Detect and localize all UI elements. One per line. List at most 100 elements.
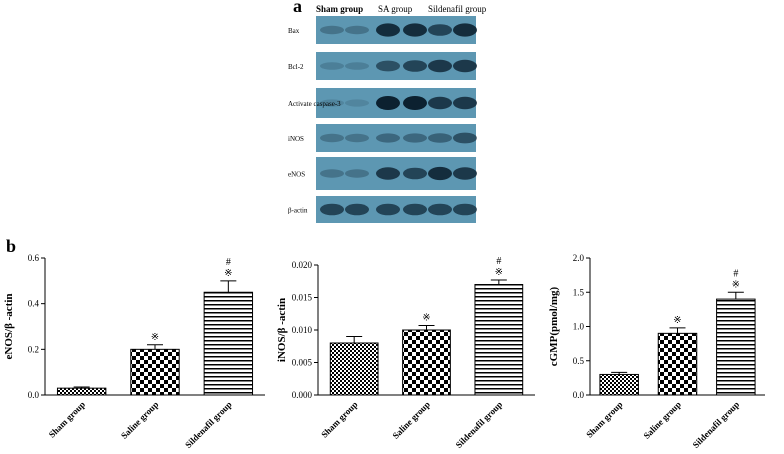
y-tick-label: 0.6 — [28, 253, 40, 263]
bar — [329, 342, 379, 396]
x-tick-label: Sildenafil group — [183, 399, 234, 450]
bar — [203, 291, 254, 396]
band — [453, 203, 477, 216]
band — [345, 62, 369, 70]
band — [453, 132, 477, 144]
band — [320, 133, 344, 143]
band — [403, 23, 427, 37]
row-label: β-actin — [288, 207, 308, 215]
row-label: Bax — [288, 27, 300, 35]
band — [403, 133, 427, 143]
band — [403, 96, 427, 110]
bar — [130, 348, 180, 396]
significance-mark: ※ — [151, 332, 159, 343]
significance-mark: # — [496, 256, 501, 267]
lane-group: Sildenafil group — [428, 4, 487, 14]
panel-label: a — [293, 0, 302, 16]
bar — [716, 298, 756, 396]
band — [376, 133, 400, 143]
band — [453, 59, 477, 73]
y-axis-label: eNOS/β -actin — [3, 294, 15, 360]
bar — [56, 387, 107, 396]
x-tick-label: Saline group — [119, 399, 160, 440]
lane-group: Sham group — [316, 4, 363, 14]
y-tick-label: 0.005 — [292, 358, 313, 368]
y-tick-label: 0.000 — [292, 390, 313, 400]
y-tick-label: 1.0 — [573, 322, 585, 332]
band — [428, 203, 452, 216]
band — [403, 60, 427, 72]
band — [403, 167, 427, 180]
error-bar — [418, 324, 435, 330]
significance-mark: ※ — [673, 315, 681, 326]
y-tick-label: 0.010 — [292, 325, 313, 335]
significance-mark: ※ — [495, 267, 503, 278]
significance-mark: # — [226, 257, 231, 268]
error-bar — [669, 327, 686, 334]
band — [376, 60, 400, 72]
x-tick-label: Sham group — [47, 399, 87, 439]
x-tick-label: Sham group — [584, 399, 624, 439]
y-tick-label: 0.015 — [292, 293, 313, 303]
bar — [402, 329, 451, 396]
y-tick-label: 2.0 — [573, 253, 585, 263]
band — [376, 23, 400, 37]
band — [376, 96, 400, 110]
error-bar — [346, 336, 363, 343]
y-tick-label: 0.0 — [573, 390, 585, 400]
band — [345, 25, 369, 35]
error-bar — [147, 344, 163, 350]
band — [428, 59, 452, 73]
band — [345, 203, 369, 216]
x-tick-label: Sildenafil group — [454, 399, 505, 450]
x-tick-label: Sildenafil group — [691, 399, 742, 450]
band — [376, 167, 400, 180]
error-bar — [73, 386, 90, 389]
bar — [657, 332, 698, 396]
error-bar — [220, 280, 237, 293]
y-tick-label: 0.020 — [292, 260, 313, 270]
band — [320, 25, 344, 35]
significance-mark: ※ — [422, 312, 430, 323]
band — [403, 203, 427, 216]
y-tick-label: 0.0 — [28, 390, 40, 400]
band — [428, 133, 452, 143]
bar — [474, 284, 524, 396]
row-label: Bcl-2 — [288, 63, 304, 71]
band — [376, 203, 400, 216]
western-blot: Bax Bcl-2 Activate caspase-3 iNOS eNOS β-acti… — [288, 16, 477, 223]
significance-mark: # — [733, 268, 738, 279]
band — [428, 96, 452, 110]
bar — [599, 373, 639, 396]
band — [453, 96, 477, 110]
panel-label: b — [6, 236, 16, 256]
error-bar — [490, 279, 507, 285]
blot-strip — [316, 124, 476, 152]
significance-mark: ※ — [732, 279, 740, 290]
significance-mark: ※ — [224, 268, 232, 279]
band — [345, 99, 369, 107]
band — [320, 169, 344, 178]
band — [428, 24, 452, 36]
x-tick-label: Saline group — [390, 399, 431, 440]
y-tick-label: 0.2 — [28, 344, 39, 354]
row-label: iNOS — [288, 135, 304, 143]
band — [453, 23, 477, 37]
band — [320, 203, 344, 216]
error-bar — [727, 291, 744, 300]
x-tick-label: Saline group — [641, 399, 682, 440]
y-tick-label: 0.4 — [28, 299, 40, 309]
band — [345, 169, 369, 178]
y-axis-label: cGMP(pmol/mg) — [548, 286, 560, 366]
y-tick-label: 0.5 — [573, 356, 585, 366]
y-axis-label: iNOS/β -actin — [276, 298, 288, 362]
row-label: Activate caspase-3 — [288, 100, 341, 108]
band — [345, 133, 369, 143]
y-tick-label: 1.5 — [573, 287, 585, 297]
band — [320, 99, 344, 107]
band — [320, 62, 344, 70]
lane-group: SA group — [378, 4, 413, 14]
row-label: eNOS — [288, 171, 305, 179]
